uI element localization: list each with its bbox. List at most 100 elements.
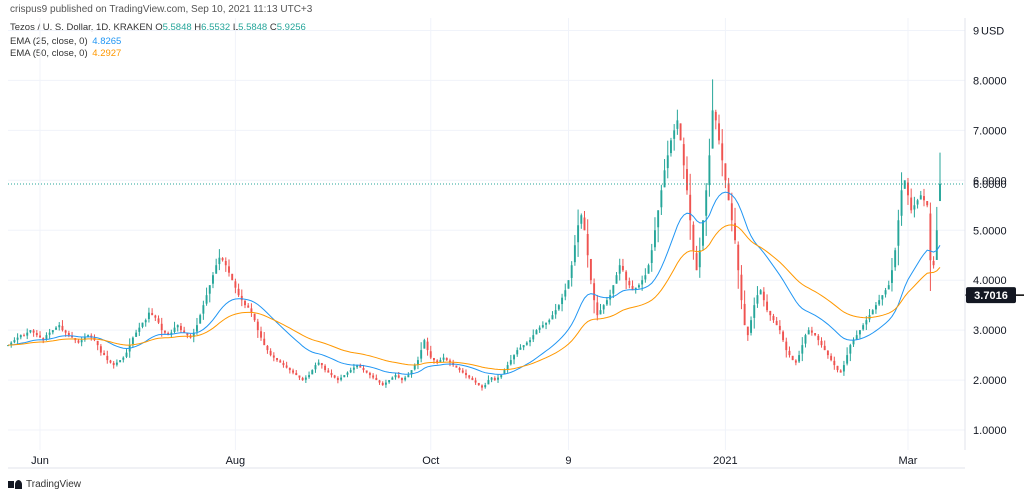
- candle-body: [288, 367, 291, 371]
- candle-body: [391, 377, 394, 380]
- candle-body: [631, 285, 634, 291]
- candle-body: [570, 265, 573, 278]
- candle-body: [205, 295, 208, 304]
- candle-body: [746, 326, 749, 336]
- candle-body: [333, 375, 336, 378]
- candle-body: [545, 322, 548, 325]
- candle-body: [490, 377, 493, 380]
- x-tick-label: 9: [565, 455, 571, 467]
- candle-body: [724, 163, 727, 181]
- candle-body: [766, 301, 769, 311]
- y-tick-label: 9: [973, 25, 979, 37]
- candle-body: [250, 308, 253, 313]
- candle-body: [449, 360, 451, 363]
- candle-body: [301, 377, 304, 381]
- currency-label: USD: [981, 25, 1004, 37]
- candle-body: [141, 322, 144, 327]
- tradingview-footer[interactable]: TradingView: [8, 479, 81, 490]
- candle-body: [279, 360, 282, 363]
- candle-body: [112, 362, 115, 366]
- ema25-line: [7, 191, 941, 375]
- ema50-legend[interactable]: EMA (50, close, 0) 4.2927: [10, 48, 121, 59]
- y-tick-label: 6.0000: [973, 175, 1007, 187]
- candle-body: [589, 258, 592, 281]
- candle-body: [596, 302, 599, 316]
- candle-body: [849, 345, 852, 354]
- candle-body: [404, 377, 407, 380]
- candle-body: [365, 370, 368, 373]
- candle-body: [26, 332, 29, 336]
- candle-body: [10, 342, 13, 345]
- candle-body: [247, 305, 250, 308]
- candle-body: [916, 200, 919, 205]
- candle-body: [580, 215, 583, 224]
- candle-body: [657, 210, 660, 228]
- candle-body: [759, 290, 762, 295]
- candle-body: [557, 305, 560, 310]
- candle-body: [538, 327, 541, 330]
- candle-body: [711, 110, 714, 149]
- tradingview-logo-icon: [8, 480, 22, 489]
- y-tick-label: 7.0000: [973, 125, 1007, 137]
- candle-body: [689, 194, 692, 221]
- candle-body: [702, 220, 704, 246]
- candle-body: [269, 350, 272, 356]
- candle-body: [368, 372, 371, 376]
- candle-body: [807, 330, 810, 335]
- candle-body: [426, 341, 429, 351]
- candle-body: [858, 330, 861, 335]
- candle-body: [484, 385, 487, 388]
- candle-body: [618, 265, 621, 274]
- candle-body: [359, 365, 362, 368]
- candle-body: [423, 340, 426, 349]
- candle-body: [413, 365, 416, 370]
- symbol-name: Tezos / U. S. Dollar, 1D, KRAKEN: [10, 22, 153, 33]
- candle-body: [842, 365, 845, 372]
- candle-body: [794, 360, 797, 363]
- candle-body: [183, 330, 186, 333]
- candle-body: [67, 333, 70, 336]
- candle-body: [122, 357, 125, 360]
- candle-body: [16, 337, 19, 340]
- candle-body: [509, 360, 512, 365]
- candle-body: [634, 287, 637, 290]
- ema25-legend[interactable]: EMA (25, close, 0) 4.8265: [10, 36, 121, 47]
- candle-body: [878, 300, 881, 305]
- candle-body: [935, 230, 938, 260]
- candle-body: [445, 357, 448, 361]
- candle-body: [295, 372, 298, 376]
- x-tick-label: 2021: [713, 455, 737, 467]
- candle-body: [61, 325, 64, 331]
- y-tick-label: 4.0000: [973, 275, 1007, 287]
- candle-body: [157, 318, 160, 323]
- candle-body: [567, 280, 570, 289]
- candle-body: [846, 355, 849, 364]
- candle-body: [487, 380, 490, 385]
- candle-body: [887, 285, 890, 290]
- candle-body: [7, 345, 9, 347]
- candle-body: [285, 365, 288, 368]
- candle-body: [244, 300, 246, 306]
- candle-body: [346, 372, 349, 375]
- candle-body: [830, 355, 833, 361]
- candle-body: [80, 340, 83, 343]
- candle-body: [330, 372, 333, 376]
- candle-body: [13, 340, 16, 343]
- candle-body: [458, 367, 461, 371]
- candle-body: [529, 340, 532, 343]
- candle-body: [388, 380, 391, 383]
- candle-body: [173, 327, 176, 332]
- candle-body: [48, 332, 51, 335]
- candle-body: [923, 196, 925, 201]
- candle-body: [115, 362, 118, 365]
- candle-body: [666, 155, 669, 169]
- candle-body: [628, 280, 631, 286]
- candle-body: [750, 320, 752, 333]
- candle-body: [884, 290, 887, 295]
- candle-body: [804, 335, 807, 344]
- candle-body: [839, 370, 842, 373]
- candle-body: [455, 365, 458, 368]
- y-tick-label: 8.0000: [973, 75, 1007, 87]
- candle-body: [224, 260, 227, 266]
